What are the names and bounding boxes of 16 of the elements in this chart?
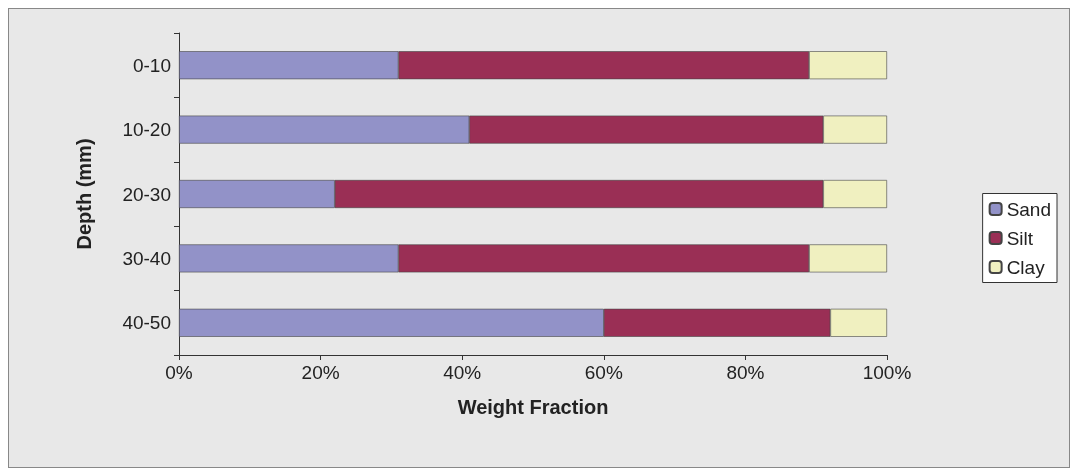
legend-label: Sand: [1006, 198, 1051, 220]
y-tick-label: 0-10: [132, 54, 171, 76]
x-tick-label: 40%: [443, 362, 482, 383]
legend-label: Clay: [1006, 256, 1046, 278]
x-axis-title: Weight Fraction: [457, 396, 609, 418]
y-tick-label: 20-30: [122, 183, 171, 205]
x-tick-label: 80%: [726, 362, 765, 383]
y-axis-title: Depth (mm): [73, 138, 95, 250]
y-tick-label: 40-50: [122, 312, 171, 334]
x-tick-label: 0%: [165, 362, 193, 383]
x-tick-label: 20%: [301, 362, 340, 383]
legend-label: Silt: [1006, 227, 1034, 249]
x-tick-label: 60%: [584, 362, 623, 383]
y-tick-label: 30-40: [122, 247, 171, 269]
y-tick-label: 10-20: [122, 119, 171, 141]
x-tick-label: 100%: [862, 362, 912, 383]
